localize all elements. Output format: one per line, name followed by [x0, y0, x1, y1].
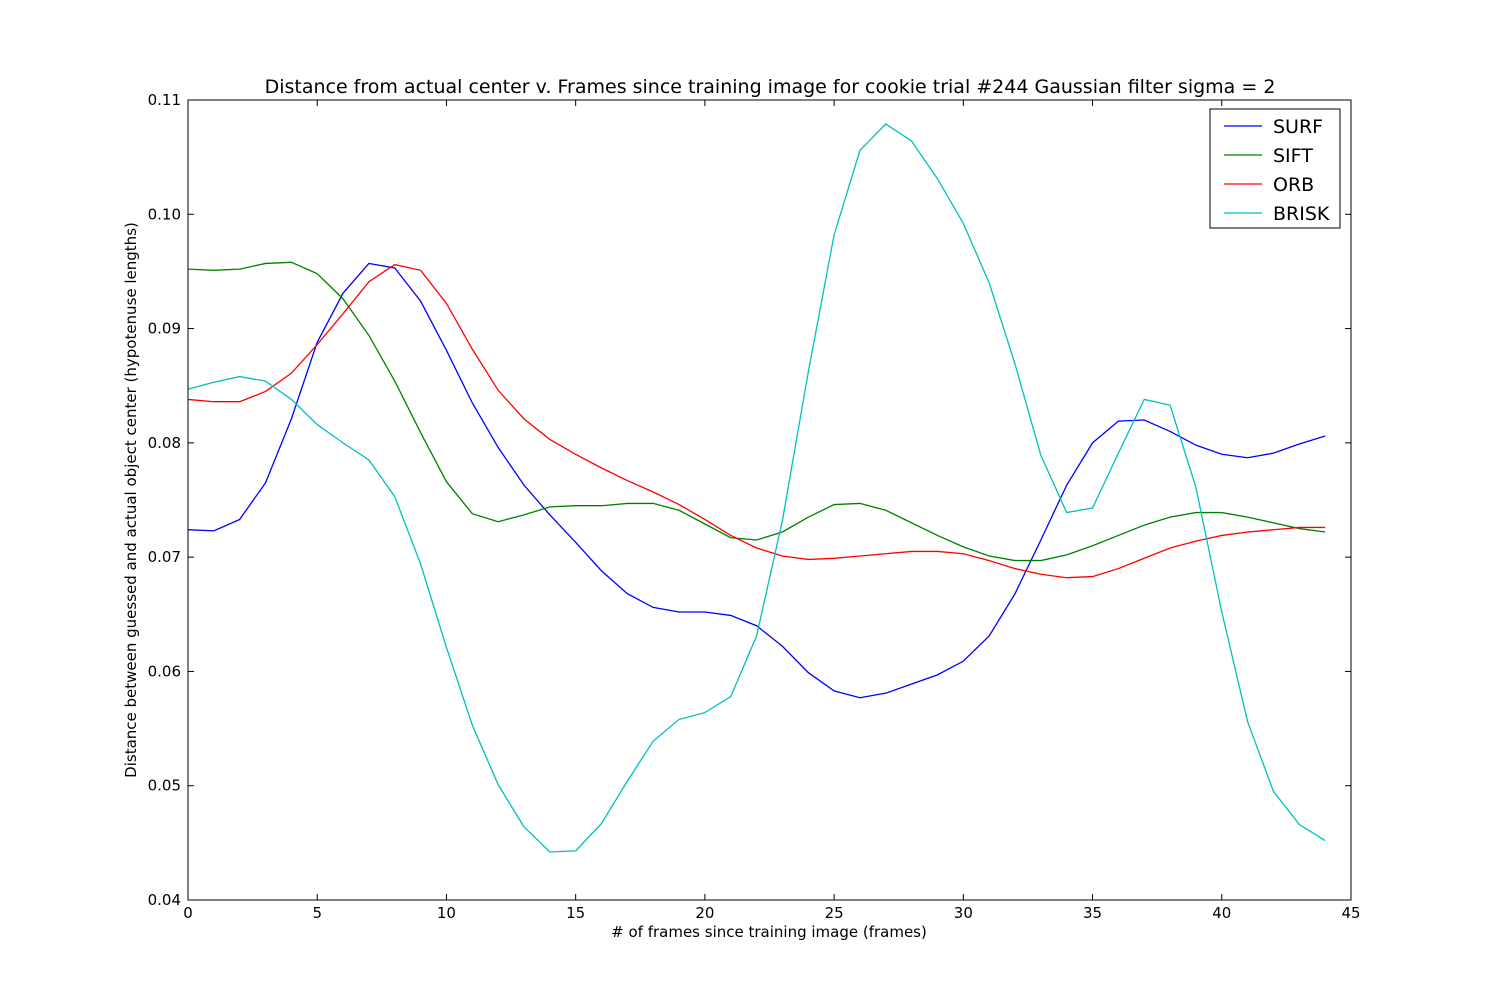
- x-axis-label: # of frames since training image (frames…: [611, 923, 927, 941]
- x-tick-label: 35: [1083, 904, 1102, 922]
- series-line-sift: [187, 261, 1326, 562]
- legend-label-surf: SURF: [1273, 116, 1323, 138]
- legend-label-orb: ORB: [1273, 174, 1314, 196]
- x-tick-label: 25: [825, 904, 844, 922]
- x-tick-label: 10: [437, 904, 456, 922]
- chart-title: Distance from actual center v. Frames si…: [265, 76, 1276, 98]
- x-tick-label: 0: [183, 904, 193, 922]
- x-tick-label: 15: [566, 904, 585, 922]
- y-tick-label: 0.10: [148, 205, 181, 223]
- x-axis-ticks: 0 5 10 15 20 25 30 35 40 45: [183, 100, 1361, 922]
- series-line-surf: [187, 262, 1326, 699]
- legend-box: [1209, 108, 1341, 229]
- plot-area: 0 5 10 15 20 25 30 35 40 45 0.040.050.060.070.080…: [148, 91, 1361, 922]
- y-tick-label: 0.06: [148, 662, 181, 680]
- legend-label-sift: SIFT: [1273, 145, 1313, 167]
- y-tick-label: 0.11: [148, 91, 181, 109]
- x-tick-label: 20: [695, 904, 714, 922]
- x-tick-label: 30: [954, 904, 973, 922]
- legend-label-brisk: BRISK: [1273, 203, 1330, 225]
- x-tick-label: 40: [1212, 904, 1231, 922]
- y-tick-label: 0.04: [148, 891, 181, 909]
- y-tick-label: 0.07: [148, 548, 181, 566]
- y-tick-label: 0.08: [148, 434, 181, 452]
- legend: SURF SIFT ORB BRISK: [1209, 108, 1341, 229]
- series-layer: [187, 123, 1326, 853]
- x-tick-label: 5: [312, 904, 322, 922]
- plot-frame: [187, 99, 1352, 901]
- series-line-orb: [187, 263, 1326, 579]
- plot-background: [188, 100, 1351, 900]
- y-tick-label: 0.09: [148, 320, 181, 338]
- x-tick-label: 45: [1341, 904, 1360, 922]
- y-axis-ticks: 0.04 0.05 0.06 0.07 0.08 0.09 0.10 0.11: [148, 91, 1351, 909]
- series-line-brisk: [187, 123, 1326, 853]
- y-tick-label: 0.05: [148, 777, 181, 795]
- y-axis-label: Distance between guessed and actual obje…: [122, 222, 140, 778]
